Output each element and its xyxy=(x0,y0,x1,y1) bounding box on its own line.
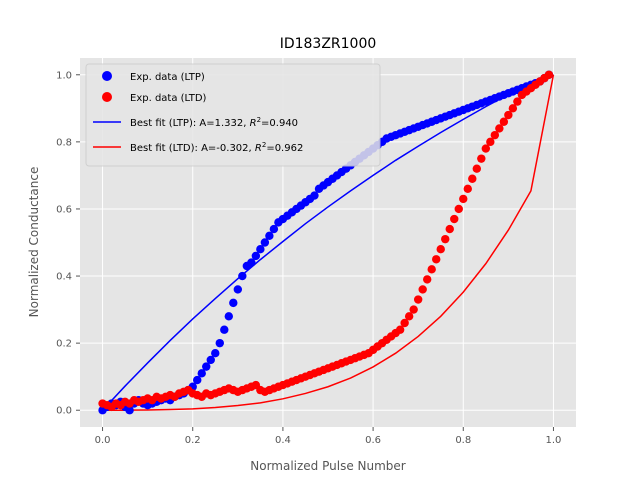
y-tick-label: 0.8 xyxy=(56,137,72,148)
data-point-ltd xyxy=(400,318,409,328)
tick-layer: 0.0 0.2 0.4 0.6 0.8 1.0 0.0 0.2 0.4 0.6 0.8 1.0 xyxy=(56,70,561,446)
data-point-ltd xyxy=(454,204,463,214)
legend-ltp-fit-r2: =0.940 xyxy=(261,118,298,129)
legend-marker-ltp-data xyxy=(102,71,112,81)
legend-ltp-r-symbol: R xyxy=(250,118,257,129)
data-point-ltp xyxy=(229,298,238,308)
data-point-ltd xyxy=(395,325,405,334)
x-tick-label: 1.0 xyxy=(546,435,562,446)
x-tick-label: 0.4 xyxy=(275,435,291,446)
data-point-ltp xyxy=(247,258,256,267)
legend-marker-ltd-data xyxy=(102,92,112,102)
y-tick-label: 0.6 xyxy=(56,204,72,215)
data-point-ltp xyxy=(251,251,261,261)
legend-ltd-fit-r2: =0.962 xyxy=(266,143,303,154)
data-point-ltd xyxy=(486,137,495,147)
data-point-ltd xyxy=(459,194,468,204)
data-point-ltd xyxy=(499,117,509,126)
data-point-ltp xyxy=(211,349,220,358)
data-point-ltd xyxy=(513,97,522,106)
data-point-ltp xyxy=(206,355,215,365)
y-tick-label: 0.2 xyxy=(56,339,72,350)
y-tick-label: 0.0 xyxy=(56,406,72,417)
y-tick-label: 1.0 xyxy=(56,70,72,81)
data-point-ltd xyxy=(463,184,472,194)
data-point-ltd xyxy=(472,164,481,173)
data-point-ltd xyxy=(450,214,459,224)
y-axis-label: Normalized Conductance xyxy=(27,167,41,318)
data-point-ltd xyxy=(436,245,445,254)
legend-label-ltp-fit: Best fit (LTP): A=1.332, R2=0.940 xyxy=(130,116,298,129)
y-tick-label: 0.4 xyxy=(56,272,72,283)
legend-label-ltp-data: Exp. data (LTP) xyxy=(130,72,205,83)
data-point-ltp xyxy=(224,312,233,321)
data-point-ltp xyxy=(269,224,279,234)
legend-ltp-exponent: 2 xyxy=(257,116,261,124)
fit-line-ltp xyxy=(102,74,554,411)
legend-ltd-exponent: 2 xyxy=(262,141,266,149)
data-point-ltd xyxy=(468,174,477,183)
data-point-ltd xyxy=(441,234,450,244)
data-point-ltd xyxy=(427,265,436,274)
legend-ltp-fit-prefix: Best fit (LTP): A=1.332, xyxy=(130,118,250,129)
data-point-ltd xyxy=(495,124,504,133)
data-point-ltd xyxy=(409,305,418,314)
data-point-ltp xyxy=(197,369,206,378)
legend-ltd-fit-prefix: Best fit (LTD): A=-0.302, xyxy=(130,143,255,154)
data-point-ltd xyxy=(508,104,518,113)
data-point-ltd xyxy=(423,275,432,284)
chart-title: ID183ZR1000 xyxy=(280,36,377,52)
data-point-ltp xyxy=(220,325,229,334)
legend: Exp. data (LTP) Exp. data (LTD) Best fit… xyxy=(85,63,381,167)
data-point-ltp xyxy=(202,362,211,371)
data-point-ltd xyxy=(504,110,513,120)
data-point-ltd xyxy=(481,144,491,153)
legend-frame xyxy=(85,63,381,167)
data-point-ltp xyxy=(260,238,270,247)
data-point-ltd xyxy=(418,285,427,294)
data-point-ltd xyxy=(445,224,454,234)
data-point-ltd xyxy=(413,295,423,304)
data-point-ltd xyxy=(432,255,441,264)
data-point-ltp xyxy=(238,271,247,281)
data-point-ltp xyxy=(125,406,134,415)
data-point-ltd xyxy=(544,70,554,79)
data-point-ltp xyxy=(193,375,202,385)
data-point-ltp xyxy=(233,285,243,294)
x-axis-label: Normalized Pulse Number xyxy=(250,459,406,473)
legend-ltd-r-symbol: R xyxy=(255,143,262,154)
data-point-ltd xyxy=(404,312,414,321)
data-point-ltd xyxy=(490,130,500,140)
x-tick-label: 0.8 xyxy=(455,435,471,446)
x-tick-label: 0.0 xyxy=(95,435,111,446)
data-point-ltp xyxy=(310,191,319,200)
data-point-ltd xyxy=(477,154,486,163)
data-point-ltp xyxy=(215,338,224,348)
x-tick-label: 0.6 xyxy=(365,435,381,446)
data-point-ltp xyxy=(265,231,274,240)
fit-line-ltd xyxy=(102,74,555,411)
legend-label-ltd-data: Exp. data (LTD) xyxy=(130,93,207,104)
legend-label-ltd-fit: Best fit (LTD): A=-0.302, R2=0.962 xyxy=(130,141,303,154)
data-point-ltp xyxy=(256,245,265,254)
x-tick-label: 0.2 xyxy=(185,435,201,446)
